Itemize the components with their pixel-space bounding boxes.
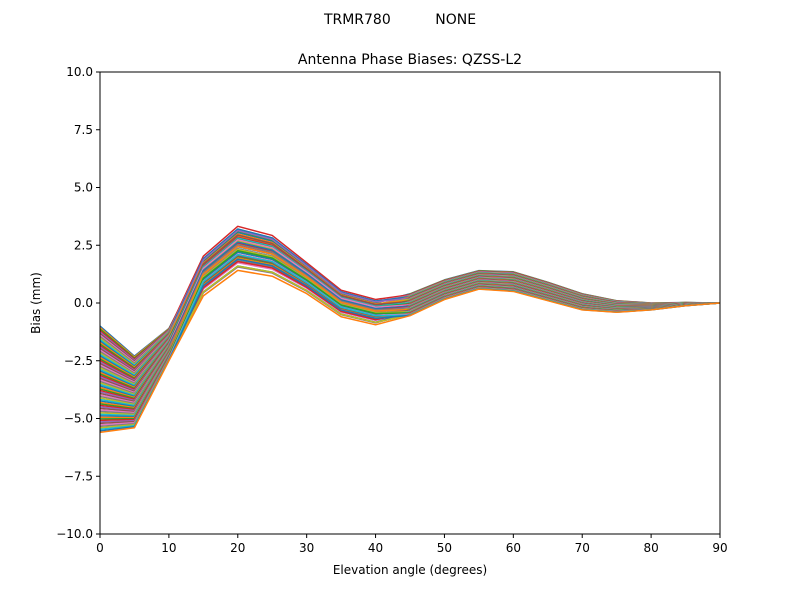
series-line <box>99 249 721 388</box>
x-tick-label: 40 <box>368 541 383 555</box>
x-tick-label: 0 <box>96 541 104 555</box>
x-axis: 0 10 20 30 40 50 60 70 80 90 <box>96 534 728 555</box>
series-line <box>99 251 721 406</box>
x-tick-label: 50 <box>437 541 452 555</box>
x-tick-label: 70 <box>575 541 590 555</box>
y-tick-label: 2.5 <box>74 238 93 252</box>
x-tick-label: 30 <box>299 541 314 555</box>
series-group <box>99 225 721 434</box>
y-tick-label: −5.0 <box>64 412 93 426</box>
series-line <box>99 269 721 434</box>
chart-title: Antenna Phase Biases: QZSS-L2 <box>298 52 522 68</box>
y-tick-label: 5.0 <box>74 181 93 195</box>
y-tick-label: −10.0 <box>56 527 93 541</box>
series-line <box>99 250 721 420</box>
x-tick-label: 10 <box>161 541 176 555</box>
series-line <box>99 245 721 409</box>
x-tick-label: 20 <box>230 541 245 555</box>
chart-suptitle: TRMR780 NONE <box>323 12 476 28</box>
series-line <box>99 248 721 393</box>
series-line <box>99 241 721 398</box>
x-axis-label: Elevation angle (degrees) <box>333 563 487 577</box>
y-tick-label: 7.5 <box>74 123 93 137</box>
series-line <box>99 253 721 392</box>
series-line <box>99 245 721 402</box>
series-line <box>99 250 721 385</box>
series-line <box>99 247 721 395</box>
y-tick-label: 10.0 <box>66 65 93 79</box>
series-line <box>99 250 721 389</box>
series-line <box>99 251 721 408</box>
x-tick-label: 60 <box>506 541 521 555</box>
series-line <box>99 243 721 405</box>
series-line <box>99 243 721 401</box>
series-line <box>99 249 721 412</box>
y-tick-label: 0.0 <box>74 296 93 310</box>
y-axis-label: Bias (mm) <box>29 272 43 334</box>
y-tick-label: −7.5 <box>64 469 93 483</box>
series-line <box>99 249 721 413</box>
y-axis: −10.0 −7.5 −5.0 −2.5 0.0 2.5 5.0 7.5 10.0 <box>56 65 100 541</box>
series-line <box>99 248 721 416</box>
y-tick-label: −2.5 <box>64 354 93 368</box>
x-tick-label: 90 <box>712 541 727 555</box>
series-line <box>99 245 721 397</box>
x-tick-label: 80 <box>643 541 658 555</box>
series-line <box>99 253 721 399</box>
